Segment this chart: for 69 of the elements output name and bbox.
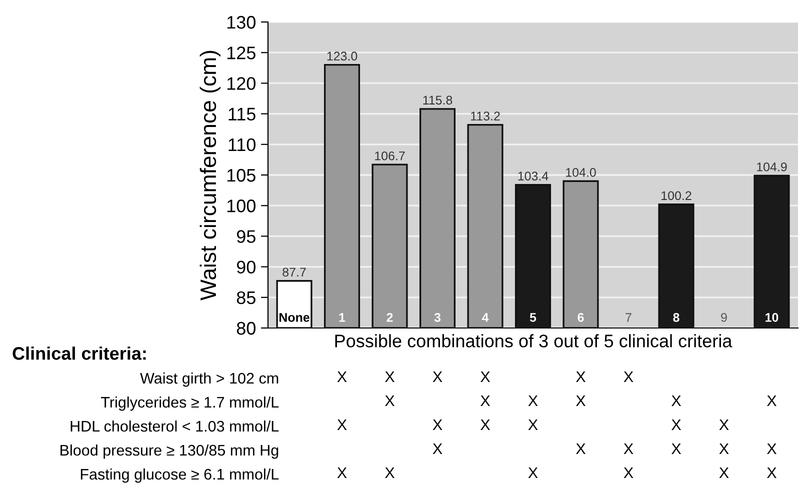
text: X	[385, 371, 395, 382]
category-label: HDL cholesterol < 1.03 mmol/L	[70, 420, 279, 432]
category-label: Triglycerides ≥ 1.7 mmol/L	[101, 396, 279, 411]
y-tick-label: 100	[227, 200, 256, 212]
category-label: Blood pressure ≥ 130/85 mm Hg	[60, 444, 278, 459]
text: X	[671, 395, 682, 406]
text: X	[480, 419, 490, 430]
text: X	[337, 419, 347, 430]
y-tick-label: 85	[236, 291, 256, 304]
text: X	[337, 467, 347, 478]
data-label: 113.2	[471, 112, 500, 121]
text: X	[432, 443, 442, 454]
text: X	[432, 371, 442, 382]
y-tick-label: 80	[236, 322, 256, 335]
data-label: 104.9	[757, 162, 787, 172]
text: X	[528, 395, 538, 406]
text: X	[576, 395, 586, 406]
y-tick-label: 130	[227, 16, 256, 29]
x-tick-label: 8	[673, 313, 680, 322]
text: X	[766, 443, 777, 454]
text: X	[480, 395, 490, 406]
text: X	[528, 419, 538, 430]
y-tick-label: 115	[228, 108, 256, 121]
text: X	[576, 443, 586, 454]
data-label: 100.2	[662, 191, 692, 200]
category-label: Fasting glucose ≥ 6.1 mmol/L	[80, 468, 279, 483]
y-tick-label: 90	[236, 260, 256, 274]
x-tick-label: 5	[530, 313, 536, 322]
text: X	[719, 443, 729, 454]
text: X	[385, 395, 395, 406]
x-tick-label: 2	[386, 313, 393, 322]
data-label: 123.0	[327, 52, 358, 61]
text: X	[766, 395, 777, 406]
text: X	[432, 419, 442, 430]
x-tick-label: 1	[339, 313, 346, 322]
data-label: 87.7	[282, 268, 306, 277]
y-tick-label: 95	[236, 230, 256, 243]
text: X	[624, 371, 634, 382]
text: X	[719, 467, 729, 478]
x-tick-label: 6	[578, 313, 584, 322]
x-axis-title: Possible combinations of 3 out of 5 clinical criteria	[335, 334, 732, 348]
x-tick-label: 4	[482, 313, 489, 322]
text: X	[719, 419, 729, 430]
y-tick-label: 110	[228, 138, 256, 152]
text: X	[528, 467, 538, 478]
category-label: Waist girth > 102 cm	[140, 372, 278, 387]
text: Clinical criteria:	[12, 346, 146, 360]
y-tick-label: 120	[227, 77, 256, 90]
text: X	[385, 467, 395, 478]
data-label: 115.8	[423, 96, 452, 105]
x-tick-label: 9	[721, 313, 727, 322]
text: X	[671, 443, 682, 454]
data-label: 104.0	[566, 168, 596, 177]
text: X	[624, 443, 634, 454]
x-tick-label: 10	[766, 313, 778, 322]
text: X	[671, 419, 682, 430]
text: X	[337, 371, 347, 382]
data-label: 106.7	[375, 151, 405, 160]
y-tick-label: 125	[227, 46, 256, 60]
text: X	[624, 467, 634, 478]
text: X	[766, 467, 777, 478]
x-tick-label: None	[279, 313, 310, 322]
y-axis-title: Waist circumference (cm)	[200, 50, 221, 300]
y-tick-label: 105	[227, 168, 256, 182]
text: X	[576, 371, 586, 382]
x-tick-label: 3	[434, 313, 441, 322]
text: X	[480, 371, 490, 382]
x-tick-label: 7	[626, 313, 632, 322]
data-label: 103.4	[518, 172, 548, 180]
